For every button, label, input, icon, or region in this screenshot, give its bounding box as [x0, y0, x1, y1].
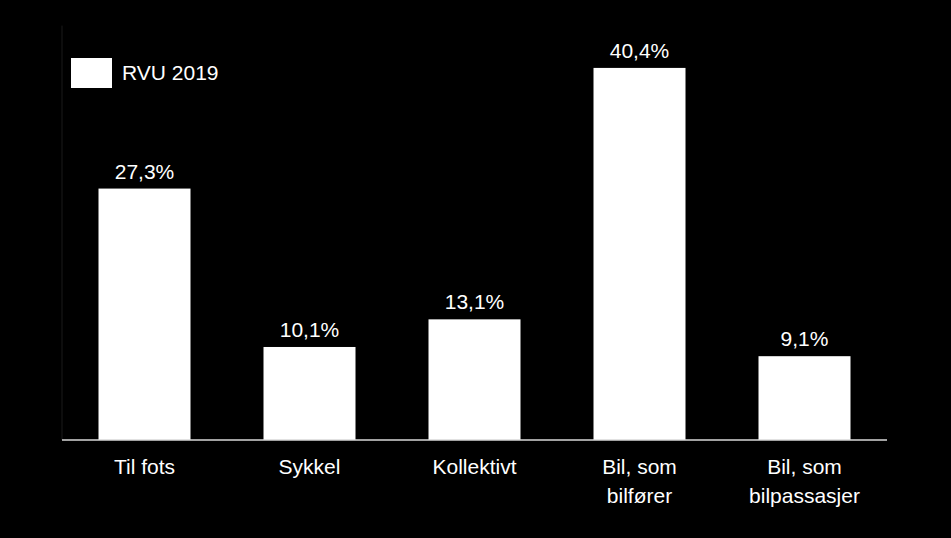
- bar: [99, 189, 191, 440]
- x-tick-label: Sykkel: [279, 455, 341, 478]
- legend-swatch: [71, 58, 112, 88]
- data-label: 9,1%: [781, 327, 829, 350]
- data-label: 40,4%: [610, 39, 670, 62]
- background: [0, 0, 951, 538]
- x-axis-line: [62, 439, 887, 441]
- bar: [759, 356, 851, 440]
- y-axis-line: [62, 26, 63, 440]
- x-tick-label: Til fots: [114, 455, 175, 478]
- bars: [99, 68, 851, 440]
- bar: [594, 68, 686, 440]
- bar: [429, 319, 521, 440]
- x-tick-label: Kollektivt: [432, 455, 516, 478]
- legend-label: RVU 2019: [122, 61, 219, 84]
- chart-container: 27,3% 10,1% 13,1% 40,4% 9,1% Til fots Sykkel Ko…: [0, 0, 951, 538]
- bar: [264, 347, 356, 440]
- data-label: 13,1%: [445, 290, 505, 313]
- x-tick-label: Bil, sombilfører: [602, 455, 677, 507]
- x-tick-label: Bil, sombilpassasjer: [749, 455, 860, 507]
- chart-svg: 27,3% 10,1% 13,1% 40,4% 9,1% Til fots Sykkel Ko…: [0, 0, 951, 538]
- data-label: 10,1%: [280, 318, 340, 341]
- data-label: 27,3%: [115, 160, 175, 183]
- legend: RVU 2019: [71, 58, 219, 88]
